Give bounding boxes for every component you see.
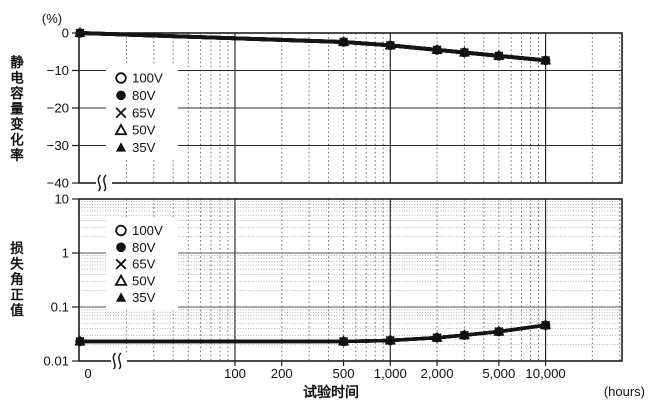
legend-item-100V: 100V <box>115 223 163 238</box>
break-squiggle <box>118 352 122 370</box>
legend-item-35V: 35V <box>115 290 156 305</box>
break-squiggle <box>112 352 117 370</box>
y-axis-unit-percent: (%) <box>41 11 63 26</box>
legend-item-80V: 80V <box>116 240 156 255</box>
cross-icon <box>115 258 127 270</box>
data-point <box>432 45 442 54</box>
x-tick-label: 1,000 <box>374 366 407 381</box>
x-tick-label: 10,000 <box>525 366 565 381</box>
y-tick-label: −20 <box>47 101 69 116</box>
top-panel-series <box>74 26 552 66</box>
data-point <box>541 55 550 64</box>
top-panel-y-ticks: 0 −10 −20 −30 −40 <box>47 26 79 191</box>
data-point <box>75 28 85 37</box>
legend-label: 35V <box>132 140 156 155</box>
legend-item-80V: 80V <box>116 88 156 103</box>
data-point <box>75 336 85 345</box>
x-axis-ticks: 0 100 200 500 1,000 2,000 5,000 10,000 <box>84 361 566 381</box>
legend-item-65V: 65V <box>115 105 156 120</box>
cross-icon <box>115 107 127 119</box>
legend-label: 100V <box>132 223 163 238</box>
legend-label: 35V <box>132 290 156 305</box>
bottom-panel-y-ticks: 10 1 0.1 0.01 <box>43 192 79 369</box>
data-point <box>460 330 469 339</box>
legend-label: 80V <box>132 240 156 255</box>
break-squiggle <box>97 174 102 192</box>
bottom-panel-border <box>78 198 623 362</box>
filled-triangle-icon <box>115 142 127 152</box>
legend-label: 65V <box>132 257 156 272</box>
break-squiggle <box>103 174 107 192</box>
filled-circle-icon <box>116 90 126 101</box>
series-line <box>78 323 548 344</box>
x-axis-title: 试验时间 <box>303 384 359 400</box>
open-triangle-icon <box>114 273 128 286</box>
data-point <box>541 320 550 329</box>
bottom-panel-vertical-grid <box>125 199 621 361</box>
legend-label: 100V <box>132 71 163 86</box>
bottom-panel-series <box>74 319 552 347</box>
y-tick-label: 1 <box>62 246 69 261</box>
filled-circle-icon <box>116 242 126 253</box>
data-point <box>386 40 395 49</box>
x-tick-label: 0 <box>84 366 91 381</box>
legend-label: 50V <box>132 123 156 138</box>
x-tick-label: 2,000 <box>421 366 454 381</box>
series-line <box>78 31 548 63</box>
open-triangle-icon <box>114 123 128 136</box>
y-axis-title-top: 静电容量变化率 <box>8 54 23 164</box>
legend-label: 80V <box>132 88 156 103</box>
y-tick-label: 10 <box>54 192 69 207</box>
data-point <box>386 335 395 344</box>
data-point <box>460 48 469 56</box>
open-circle-icon <box>115 72 127 84</box>
x-tick-label: 200 <box>271 366 293 381</box>
bottom-axis-break-icon <box>111 352 127 370</box>
legend-item-100V: 100V <box>115 71 163 86</box>
series-35V <box>75 320 550 345</box>
y-tick-label: −30 <box>47 138 69 153</box>
legend-label: 50V <box>132 273 156 288</box>
series-35V <box>75 28 550 64</box>
y-axis-title-bottom: 损失角正值 <box>8 241 23 319</box>
legend-item-65V: 65V <box>115 257 156 272</box>
legend-label: 65V <box>132 105 156 120</box>
y-tick-label: 0 <box>62 26 69 41</box>
x-tick-label: 5,000 <box>482 366 515 381</box>
y-tick-label: −40 <box>47 176 69 191</box>
x-tick-label: 100 <box>224 366 246 381</box>
data-point <box>339 37 348 46</box>
open-circle-icon <box>115 224 127 237</box>
legend-item-35V: 35V <box>115 140 156 155</box>
x-axis-unit-hours: (hours) <box>603 384 645 399</box>
legend-item-50V: 50V <box>114 123 156 138</box>
data-point <box>432 333 442 341</box>
y-tick-label: 0.1 <box>51 300 69 315</box>
y-tick-label: −10 <box>47 63 69 78</box>
legend-item-50V: 50V <box>114 273 156 288</box>
top-panel-legend: 100V 80V 65V 50V 35V <box>106 65 178 159</box>
x-tick-label: 500 <box>333 366 355 381</box>
filled-triangle-icon <box>115 292 127 302</box>
y-tick-label: 0.01 <box>43 354 69 369</box>
data-point <box>494 51 504 60</box>
data-point <box>339 336 348 345</box>
data-point <box>494 327 504 335</box>
top-axis-break-icon <box>96 174 112 192</box>
